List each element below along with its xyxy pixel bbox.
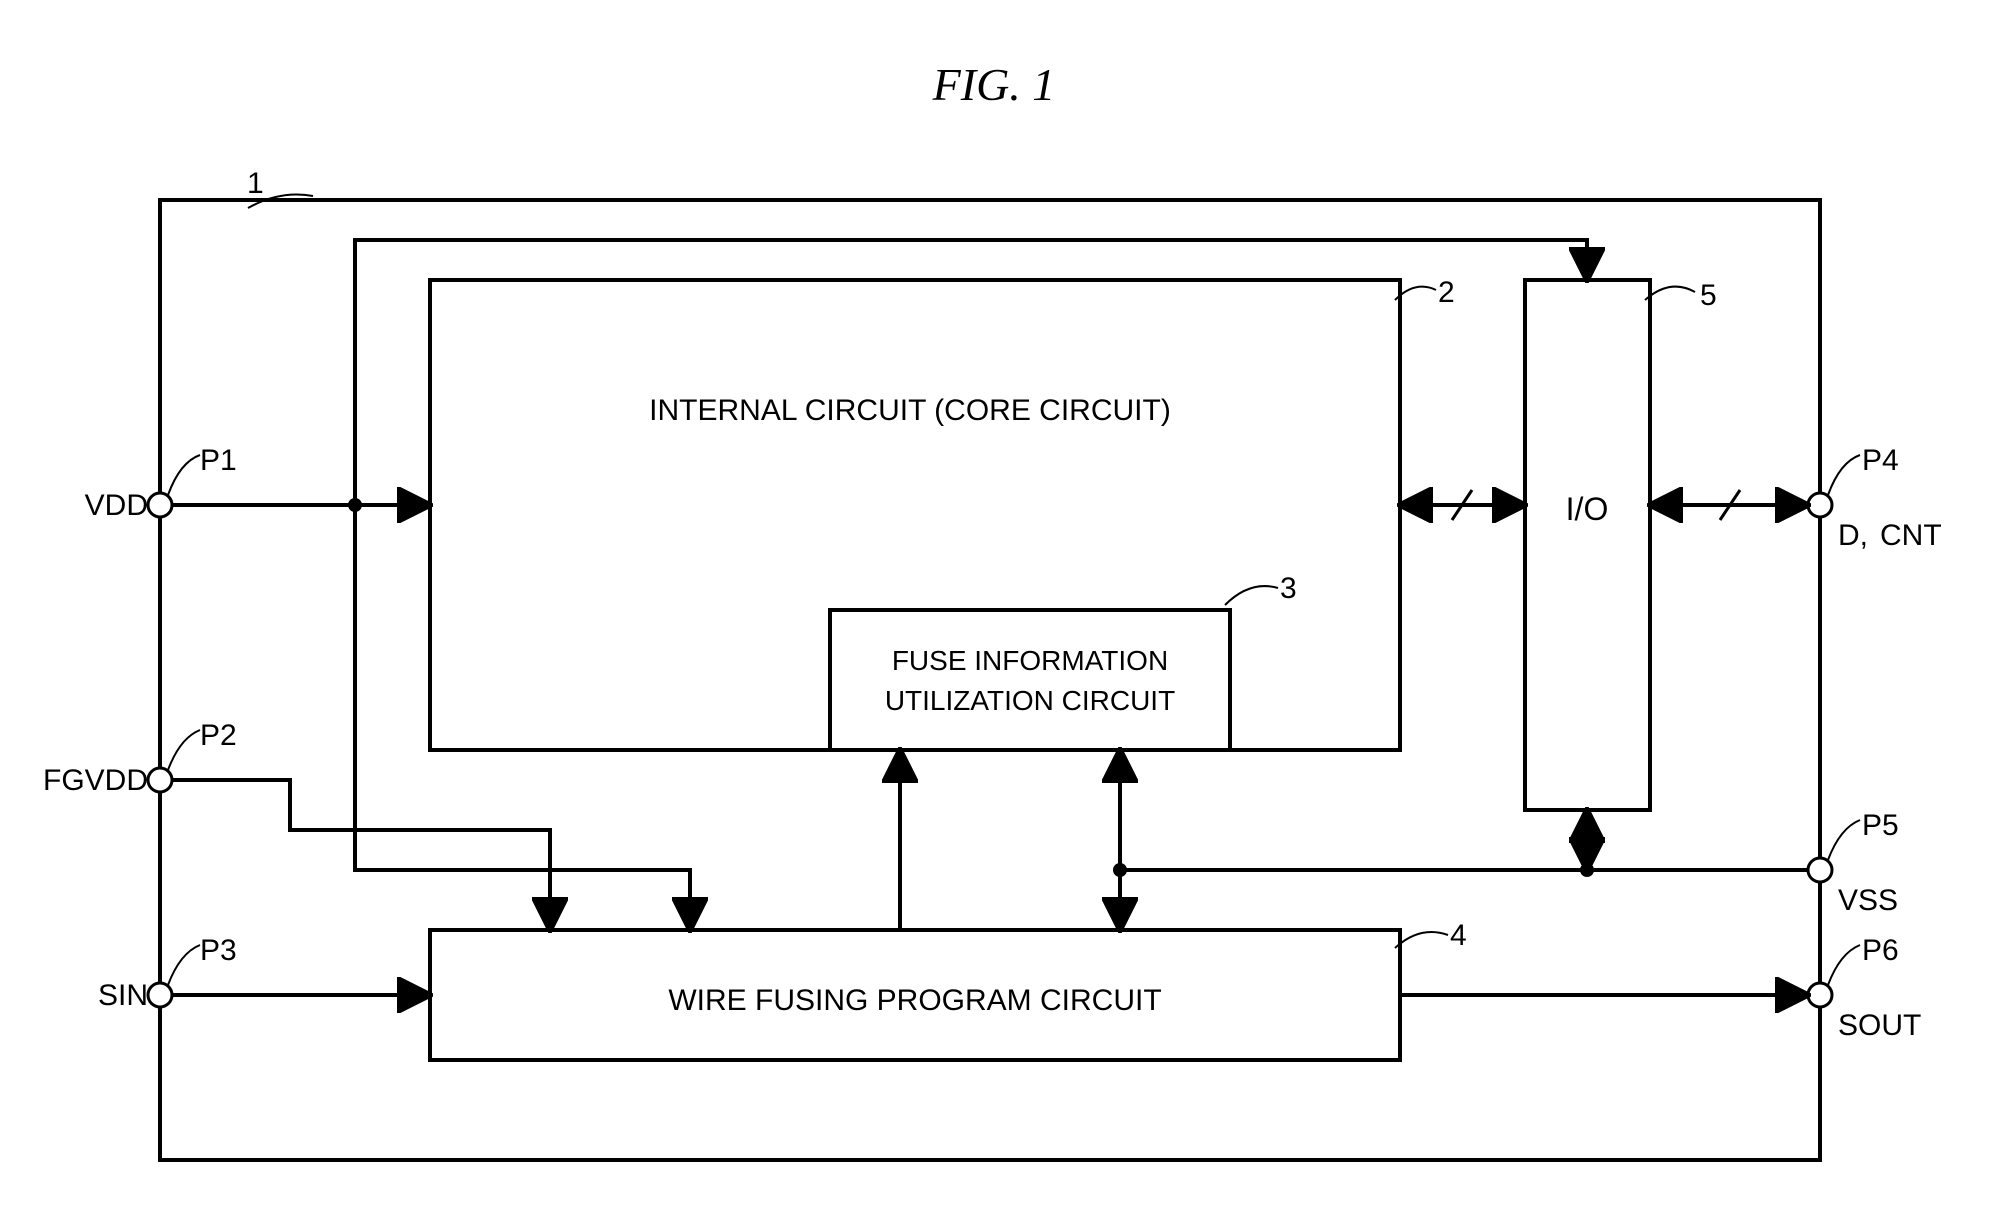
pin-p4-name-a: D, — [1838, 519, 1868, 552]
pin-p1-id: P1 — [200, 444, 237, 477]
ref-5: 5 — [1700, 279, 1717, 312]
pin-p3-name: SIN — [98, 979, 148, 1012]
fuse-info-box — [830, 610, 1230, 750]
pin-p5 — [1808, 858, 1832, 882]
pin-p5-name: VSS — [1838, 884, 1898, 917]
p5-leader — [1828, 820, 1860, 860]
ref-2: 2 — [1438, 276, 1455, 309]
pin-p3-id: P3 — [200, 934, 237, 967]
pin-p6-id: P6 — [1862, 934, 1899, 967]
pin-p2-id: P2 — [200, 719, 237, 752]
fuse-info-label-1: FUSE INFORMATION — [892, 645, 1168, 676]
p4-leader — [1828, 455, 1860, 495]
pin-p4 — [1808, 493, 1832, 517]
ref-1: 1 — [247, 167, 264, 200]
p6-leader — [1828, 945, 1860, 985]
ref-4: 4 — [1450, 919, 1467, 952]
ref-3: 3 — [1280, 572, 1297, 605]
figure-title: FIG. 1 — [932, 59, 1056, 110]
wire-fusing-label: WIRE FUSING PROGRAM CIRCUIT — [668, 984, 1161, 1017]
pin-p1-name: VDD — [85, 489, 148, 522]
fuse-info-label-2: UTILIZATION CIRCUIT — [885, 685, 1175, 716]
pin-p4-id: P4 — [1862, 444, 1899, 477]
pin-p3 — [148, 983, 172, 1007]
io-label: I/O — [1566, 491, 1609, 527]
pin-p2-name: FGVDD — [43, 764, 148, 797]
pin-p1 — [148, 493, 172, 517]
internal-circuit-label: INTERNAL CIRCUIT (CORE CIRCUIT) — [649, 394, 1171, 427]
pin-p2 — [148, 768, 172, 792]
diagram-canvas: FIG. 1 1 INTERNAL CIRCUIT (CORE CIRCUIT)… — [0, 0, 1989, 1225]
pin-p6-name: SOUT — [1838, 1009, 1921, 1042]
pin-p6 — [1808, 983, 1832, 1007]
pin-p5-id: P5 — [1862, 809, 1899, 842]
pin-p4-name-b: CNT — [1880, 519, 1942, 552]
io-box — [1525, 280, 1650, 810]
